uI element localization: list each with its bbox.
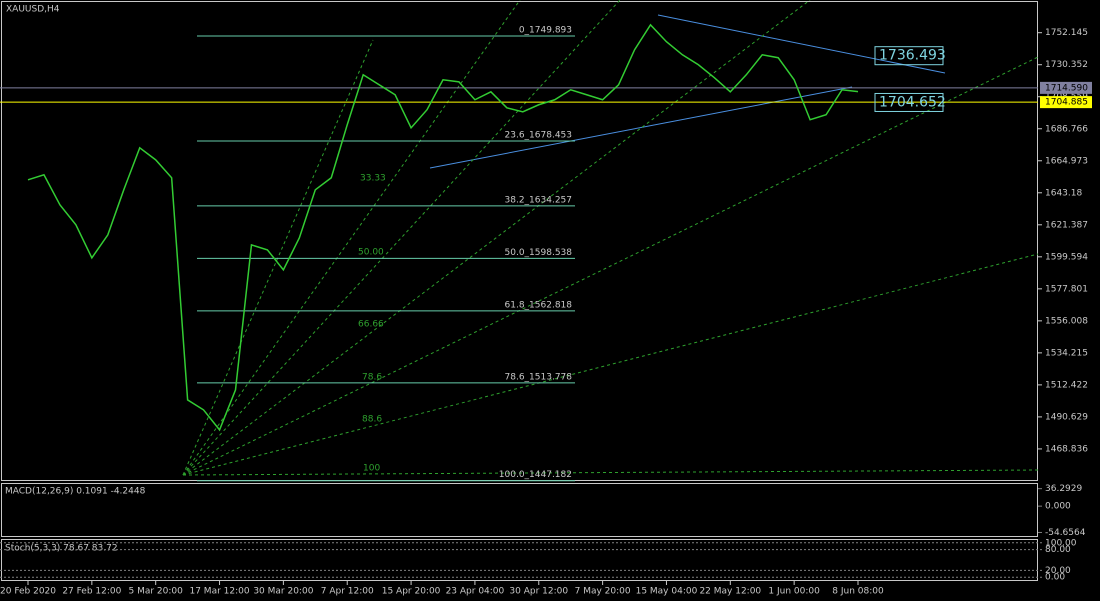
y-tick-label: 1643.18 bbox=[1045, 188, 1082, 198]
fib-label: 78.6_1513.778 bbox=[505, 372, 573, 382]
indicator-tick-label: 20.00 bbox=[1045, 566, 1071, 576]
x-tick-label: 7 Apr 12:00 bbox=[321, 587, 374, 597]
x-tick-label: 8 Jun 08:00 bbox=[832, 587, 884, 597]
price-tag bbox=[1040, 96, 1092, 109]
y-tick-label: 1512.422 bbox=[1045, 380, 1088, 390]
fib-label: 23.6_1678.453 bbox=[505, 130, 572, 140]
y-tick-label: 1664.973 bbox=[1045, 156, 1088, 166]
y-tick-label: 1490.629 bbox=[1045, 412, 1088, 422]
fan-line bbox=[182, 469, 1039, 476]
fib-label: 38.2_1634.257 bbox=[505, 195, 572, 205]
fan-line bbox=[182, 0, 811, 476]
y-tick-label: 1686.766 bbox=[1045, 124, 1088, 134]
x-tick-label: 30 Mar 20:00 bbox=[253, 587, 313, 597]
fan-label: 88.6 bbox=[362, 415, 382, 425]
fan-label: 66.66 bbox=[358, 320, 384, 330]
stoch-label: Stoch(5,3,3) 78.67 83.72 bbox=[5, 544, 118, 554]
fan-line bbox=[182, 0, 521, 476]
x-tick-label: 15 May 04:00 bbox=[636, 587, 698, 597]
x-tick-label: 20 Feb 2020 bbox=[0, 587, 56, 597]
y-tick-label: 1577.801 bbox=[1045, 284, 1088, 294]
fib-label: 100.0_1447.182 bbox=[499, 470, 572, 480]
fan-label: 100 bbox=[363, 464, 380, 474]
x-tick-label: 7 May 20:00 bbox=[575, 587, 631, 597]
fib-label: 0_1749.893 bbox=[519, 26, 572, 36]
callout-label: 1736.493 bbox=[879, 48, 946, 64]
indicator-tick-label: 0.00 bbox=[1045, 573, 1065, 583]
fan-line bbox=[182, 56, 1039, 476]
x-tick-label: 27 Feb 12:00 bbox=[62, 587, 121, 597]
y-tick-label: 1534.215 bbox=[1045, 348, 1088, 358]
x-tick-label: 22 May 12:00 bbox=[699, 587, 761, 597]
callout-label: 1704.652 bbox=[879, 94, 946, 110]
callout-box bbox=[874, 92, 944, 112]
x-tick-label: 17 Mar 12:00 bbox=[189, 587, 249, 597]
macd-label: MACD(12,26,9) 0.1091 -4.2448 bbox=[5, 487, 146, 497]
gann-fan bbox=[182, 0, 1039, 476]
x-tick-label: 15 Apr 20:00 bbox=[382, 587, 441, 597]
y-tick-label: 1556.008 bbox=[1045, 316, 1088, 326]
fan-line bbox=[182, 39, 374, 476]
price-tag-label: 1704.885 bbox=[1045, 98, 1088, 108]
trendline bbox=[429, 86, 853, 169]
stoch-panel bbox=[1, 539, 1038, 581]
callout-box bbox=[874, 46, 944, 66]
y-tick-label: 1599.594 bbox=[1045, 252, 1088, 262]
y-tick-label: 1468.836 bbox=[1045, 444, 1088, 454]
x-tick-label: 1 Jun 00:00 bbox=[768, 587, 820, 597]
fan-label: 33.33 bbox=[360, 174, 386, 184]
indicator-tick-label: 100.00 bbox=[1045, 538, 1077, 548]
fan-label: 78.6 bbox=[362, 373, 382, 383]
symbol-label: XAUUSD,H4 bbox=[6, 5, 60, 15]
x-tick-label: 30 Apr 12:00 bbox=[509, 587, 568, 597]
x-tick-label: 23 Apr 04:00 bbox=[446, 587, 505, 597]
fan-label: 50.00 bbox=[358, 248, 384, 258]
x-tick-label: 5 Mar 20:00 bbox=[129, 587, 184, 597]
y-tick-label: 1752.145 bbox=[1045, 28, 1088, 38]
y-tick-label: 1730.352 bbox=[1045, 60, 1088, 70]
indicator-tick-label: -54.6564 bbox=[1045, 528, 1086, 538]
price-line-series bbox=[27, 23, 859, 432]
trendlines bbox=[182, 0, 1039, 476]
y-tick-label: 1621.387 bbox=[1045, 220, 1088, 230]
price-tag bbox=[1040, 81, 1092, 94]
price-tag-label: 1714.590 bbox=[1045, 83, 1088, 93]
trendline bbox=[657, 14, 946, 74]
indicator-tick-label: 0.000 bbox=[1045, 502, 1071, 512]
macd-panel bbox=[1, 483, 1038, 537]
indicator-tick-label: 80.00 bbox=[1045, 545, 1071, 555]
fib-label: 50.0_1598.538 bbox=[505, 248, 573, 258]
fib-label: 61.8_1562.818 bbox=[505, 300, 573, 310]
indicator-tick-label: 36.2929 bbox=[1045, 484, 1082, 494]
